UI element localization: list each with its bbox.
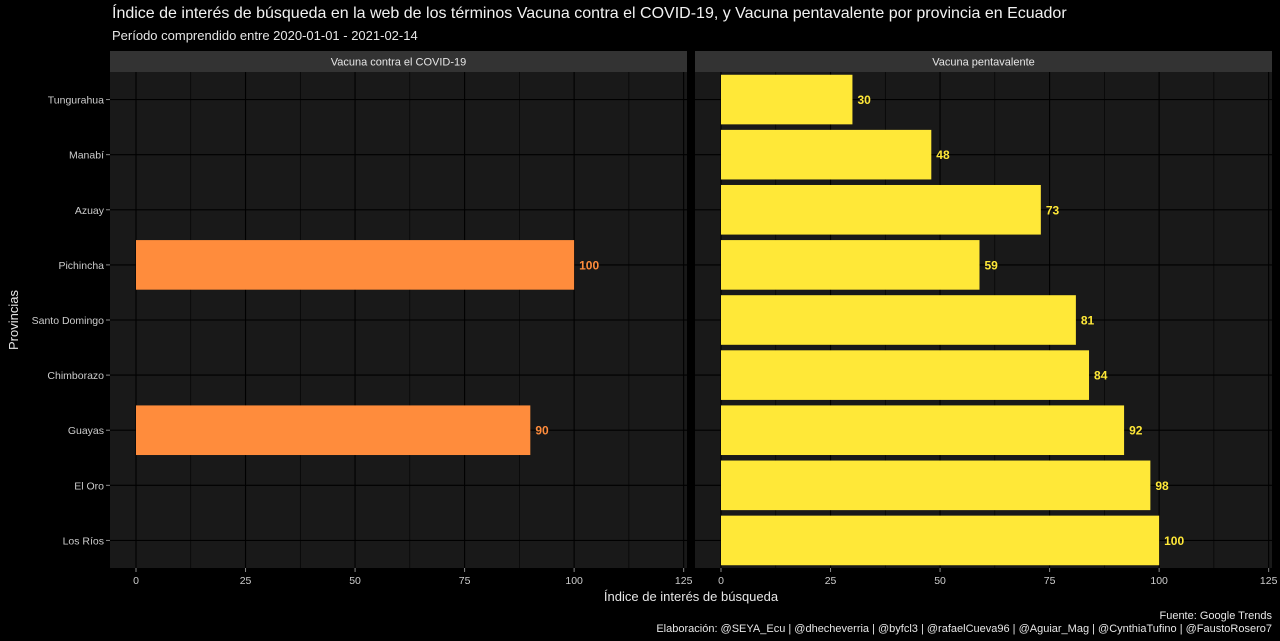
bar-value-label-pentavalente-tungurahua: 30: [857, 93, 871, 107]
caption-credits: Elaboración: @SEYA_Ecu | @dhecheverria |…: [656, 623, 1272, 635]
bar-pentavalente-manabi: [721, 129, 932, 180]
x-tick-label-covid: 125: [675, 575, 693, 587]
facet-label-covid: Vacuna contra el COVID-19: [331, 57, 467, 69]
bar-pentavalente-los-rios: [721, 515, 1160, 566]
x-tick-label-covid: 50: [349, 575, 361, 587]
y-tick-label-tungurahua: Tungurahua: [48, 95, 104, 107]
bar-pentavalente-el-oro: [721, 460, 1151, 511]
y-tick-label-chimborazo: Chimborazo: [47, 370, 104, 382]
facet-label-pentavalente: Vacuna pentavalente: [932, 57, 1035, 69]
bar-value-label-pentavalente-chimborazo: 84: [1094, 369, 1108, 383]
bar-pentavalente-tungurahua: [721, 74, 853, 125]
y-tick-label-el-oro: El Oro: [74, 480, 104, 492]
bar-covid-pichincha: [136, 240, 575, 290]
x-axis-title: Índice de interés de búsqueda: [604, 589, 779, 604]
y-tick-label-santo-domingo: Santo Domingo: [32, 315, 105, 327]
x-tick-label-covid: 0: [133, 575, 139, 587]
x-tick-label-pentavalente: 125: [1260, 575, 1278, 587]
x-tick-label-pentavalente: 0: [718, 575, 724, 587]
x-tick-label-pentavalente: 75: [1044, 575, 1056, 587]
bar-value-label-pentavalente-manabi: 48: [936, 148, 950, 162]
bar-value-label-pentavalente-guayas: 92: [1129, 424, 1143, 438]
bar-value-label-pentavalente-los-rios: 100: [1164, 534, 1184, 548]
bar-value-label-covid-pichincha: 100: [579, 258, 599, 272]
bar-value-label-pentavalente-santo-domingo: 81: [1081, 314, 1095, 328]
bar-covid-guayas: [136, 405, 531, 456]
y-tick-label-los-rios: Los Ríos: [63, 535, 104, 547]
facet-strip-covid: [110, 51, 687, 72]
bar-pentavalente-chimborazo: [721, 350, 1090, 400]
chart-title: Índice de interés de búsqueda en la web …: [112, 5, 1067, 22]
chart-subtitle: Período comprendido entre 2020-01-01 - 2…: [112, 28, 418, 43]
y-tick-label-pichincha: Pichincha: [58, 260, 104, 272]
y-tick-label-manabi: Manabí: [69, 150, 104, 162]
caption-source: Fuente: Google Trends: [1159, 610, 1272, 622]
bar-value-label-pentavalente-pichincha: 59: [984, 258, 998, 272]
bar-value-label-covid-guayas: 90: [535, 424, 549, 438]
x-tick-label-pentavalente: 100: [1150, 575, 1168, 587]
bar-pentavalente-guayas: [721, 405, 1125, 456]
x-tick-label-pentavalente: 25: [825, 575, 837, 587]
bar-value-label-pentavalente-el-oro: 98: [1155, 479, 1169, 493]
bar-pentavalente-santo-domingo: [721, 295, 1076, 345]
x-tick-label-covid: 25: [240, 575, 252, 587]
y-tick-label-azuay: Azuay: [75, 205, 105, 217]
y-axis-title: Provincias: [6, 290, 21, 350]
facet-strip-pentavalente: [695, 51, 1272, 72]
x-tick-label-covid: 75: [459, 575, 471, 587]
x-tick-label-covid: 100: [565, 575, 583, 587]
bar-value-label-pentavalente-azuay: 73: [1046, 203, 1060, 217]
bar-pentavalente-pichincha: [721, 240, 980, 290]
x-tick-label-pentavalente: 50: [934, 575, 946, 587]
bar-pentavalente-azuay: [721, 184, 1041, 235]
y-tick-label-guayas: Guayas: [68, 425, 104, 437]
